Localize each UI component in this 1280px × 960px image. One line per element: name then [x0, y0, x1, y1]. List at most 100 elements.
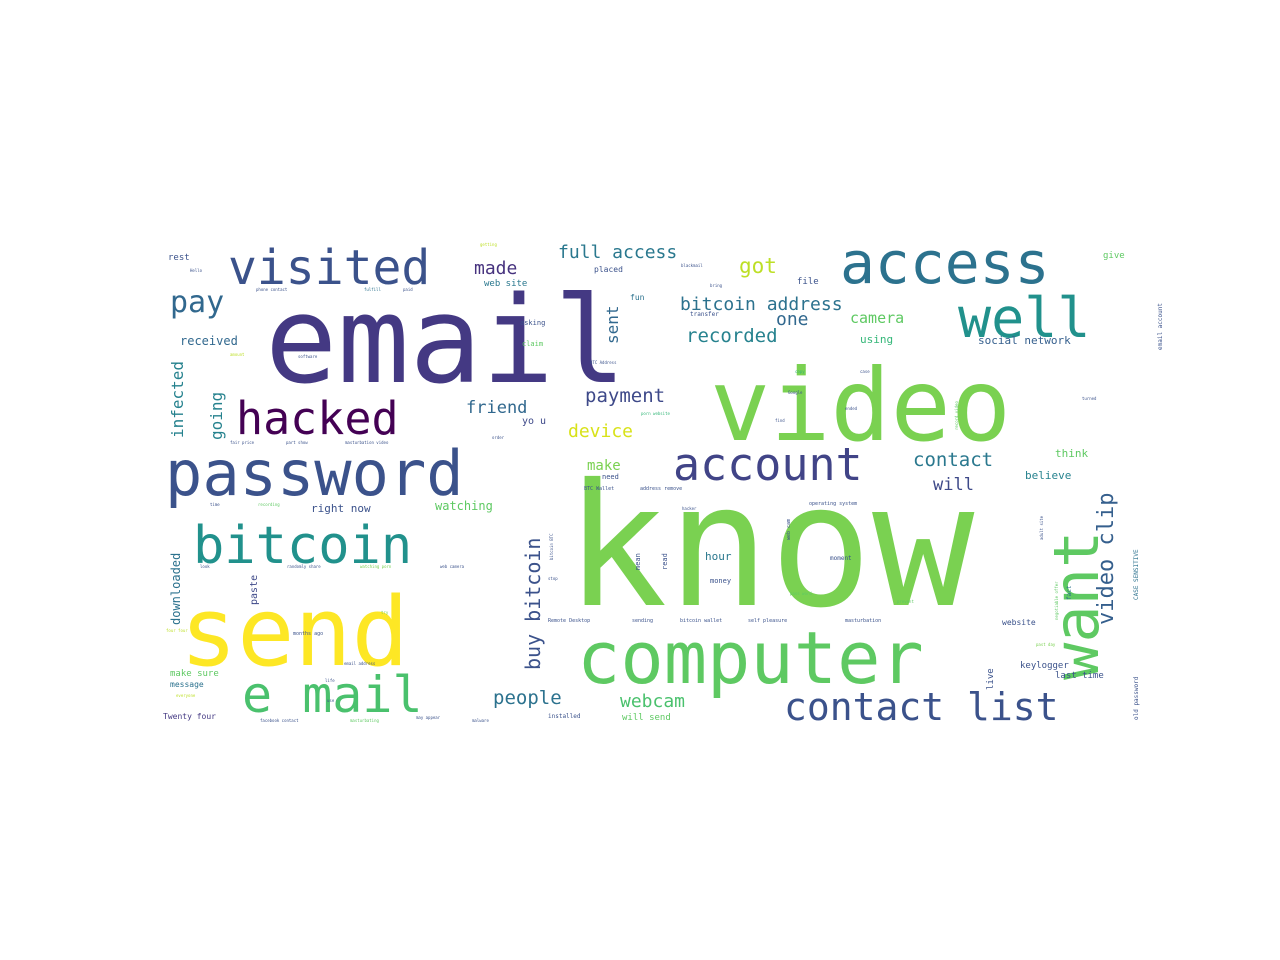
word-cloud-word: claim — [522, 340, 543, 348]
word-cloud-word: months ago — [293, 631, 323, 637]
word-cloud-word: part show — [286, 440, 308, 445]
word-cloud-word: web cam — [786, 519, 792, 540]
word-cloud-word: getting — [480, 242, 497, 247]
word-cloud-word: negotiable offer — [1054, 581, 1059, 620]
word-cloud-word: people — [493, 687, 562, 709]
word-cloud-word: hour — [705, 550, 732, 563]
word-cloud-word: paste — [249, 575, 260, 605]
word-cloud-word: Twenty four — [163, 712, 216, 721]
word-cloud-word: old password — [1133, 676, 1140, 720]
word-cloud-word: well — [958, 286, 1090, 350]
word-cloud-word: past day — [1036, 642, 1056, 647]
word-cloud-word: recording — [258, 502, 280, 507]
word-cloud-word: fun — [630, 293, 645, 302]
word-cloud-word: CASE SENSITIVE — [1133, 549, 1140, 600]
word-cloud-word: may appear — [416, 715, 441, 720]
word-cloud-word: record video — [954, 401, 959, 430]
word-cloud-word: try — [381, 610, 389, 615]
word-cloud-word: money — [710, 577, 731, 585]
word-cloud-word: got — [739, 254, 777, 278]
word-cloud-word: adult site — [1039, 515, 1044, 540]
word-cloud-word: contact list — [784, 685, 1059, 729]
word-cloud-word: pass word — [790, 591, 812, 596]
word-cloud-word: everyone — [176, 693, 196, 698]
word-cloud-word: email — [265, 272, 626, 411]
word-cloud-word: make — [587, 458, 621, 474]
word-cloud-word: find — [775, 418, 785, 423]
word-cloud-word: will send — [622, 713, 671, 723]
word-cloud-word: want — [1040, 531, 1113, 680]
word-cloud-word: bring — [710, 283, 723, 288]
word-cloud-word: Google — [788, 390, 803, 395]
word-cloud-word: malware — [472, 718, 489, 723]
word-cloud-word: stop — [548, 576, 558, 581]
word-cloud-word: mean — [634, 553, 642, 570]
word-cloud-word: email address — [344, 661, 376, 666]
word-cloud-word: e mail — [242, 666, 423, 724]
word-cloud-word: hacker — [682, 506, 697, 511]
word-cloud-word: visited — [228, 240, 430, 296]
word-cloud-word: infected — [168, 361, 187, 438]
word-cloud-word: payment — [585, 385, 665, 407]
word-cloud-word: webcam — [620, 691, 685, 712]
word-cloud-word: moment — [830, 555, 852, 562]
word-cloud-word: Remote Desktop — [548, 618, 590, 624]
word-cloud-word: hacked — [236, 392, 399, 445]
word-cloud-word: phone contact — [256, 287, 288, 292]
word-cloud-word: randomly share — [287, 564, 321, 569]
word-cloud-word: watching — [435, 499, 493, 513]
word-cloud-word: web camera — [440, 564, 465, 569]
word-cloud-word: made — [474, 258, 517, 279]
word-cloud-word: look — [200, 564, 210, 569]
word-cloud-word: paid — [403, 287, 413, 292]
word-cloud-word: password — [165, 437, 464, 510]
word-cloud-word: think — [1055, 447, 1088, 460]
word-cloud-word: rest — [168, 253, 190, 263]
word-cloud-word: give — [1103, 251, 1125, 261]
word-cloud-word: make sure — [170, 669, 219, 679]
word-cloud-word: will — [933, 475, 974, 495]
word-cloud-word: four four — [166, 628, 188, 633]
word-cloud-word: prevent — [897, 599, 914, 604]
word-cloud-word: video — [710, 347, 1011, 464]
word-cloud-word: turned — [1082, 396, 1097, 401]
word-cloud-word: website — [1002, 618, 1036, 627]
word-cloud-word: fact — [1066, 585, 1073, 600]
word-cloud-word: amount — [230, 352, 245, 357]
word-cloud-word: BTC Address — [590, 360, 617, 365]
word-cloud-word: use — [327, 698, 335, 703]
word-cloud-word: last time — [1055, 671, 1104, 681]
word-cloud-word: computer — [577, 616, 924, 700]
word-cloud-word: self pleasure — [748, 618, 787, 624]
word-cloud-word: contact — [913, 449, 993, 471]
word-cloud-word: BTC Wallet — [584, 486, 614, 492]
word-cloud-word: masturbation — [845, 618, 881, 624]
word-cloud-word: full access — [558, 242, 677, 263]
word-cloud-word: bitcoin address — [680, 294, 843, 315]
word-cloud-word: account — [673, 438, 863, 491]
word-cloud-word: know — [565, 448, 975, 646]
word-cloud-word: asking — [520, 319, 545, 327]
word-cloud-word: send — [180, 578, 409, 688]
word-cloud-word: need — [602, 473, 619, 481]
word-cloud-word: one — [776, 309, 809, 330]
word-cloud-word: camera — [850, 309, 904, 327]
word-cloud-word: facebook contact — [260, 718, 299, 723]
word-cloud-word: friend — [466, 398, 527, 418]
word-cloud-word: transfer — [690, 311, 719, 318]
word-cloud-word: buy bitcoin — [521, 538, 545, 670]
word-cloud-word: downloaded — [169, 553, 183, 625]
word-cloud-word: device — [568, 421, 633, 442]
word-cloud-word: case — [860, 369, 870, 374]
word-cloud-word: access — [840, 229, 1050, 297]
word-cloud-word: received — [180, 334, 238, 348]
word-cloud-word: bitcoin — [193, 516, 412, 576]
word-cloud-word: web site — [484, 279, 527, 289]
word-cloud-word: believe — [1025, 469, 1071, 482]
word-cloud-word: right now — [311, 502, 371, 515]
word-cloud-word: yo u — [522, 416, 546, 427]
word-cloud-word: placed — [594, 265, 623, 274]
word-cloud-word: software — [298, 354, 318, 359]
word-cloud-word: porn website — [641, 411, 670, 416]
